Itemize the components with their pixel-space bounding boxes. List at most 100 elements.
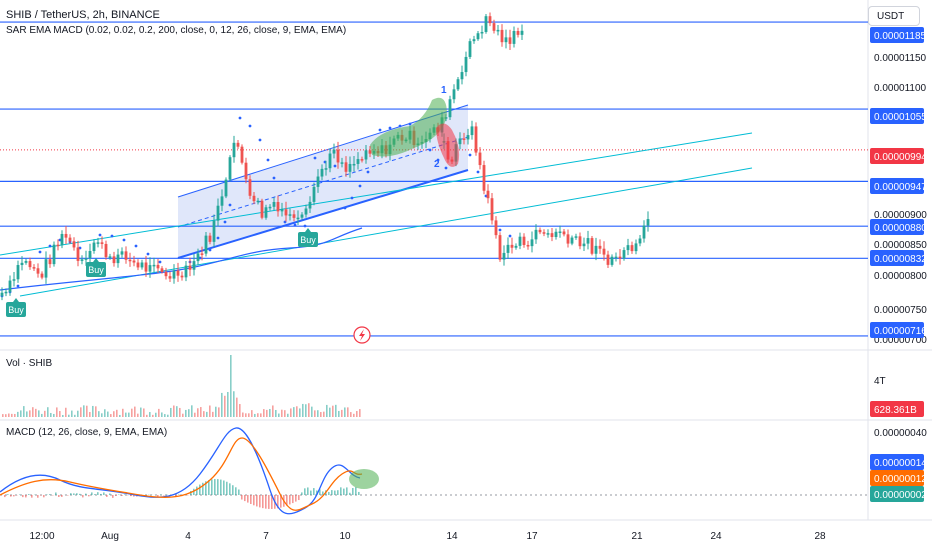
- volume-bar: [191, 405, 193, 417]
- volume-bar: [125, 412, 127, 417]
- macd-histogram-bar: [280, 495, 282, 508]
- candle-body: [642, 225, 646, 239]
- candle-body: [160, 268, 164, 272]
- time-axis-label: 10: [339, 531, 351, 542]
- green-highlight-marker: [370, 97, 447, 157]
- macd-histogram-bar: [70, 493, 72, 495]
- volume-axis-label: 4T: [874, 376, 886, 387]
- candle-body: [458, 138, 462, 145]
- macd-histogram-bar: [79, 493, 81, 495]
- candle-body: [116, 254, 120, 264]
- volume-bar: [71, 410, 73, 417]
- time-axis-label: 12:00: [29, 531, 54, 542]
- macd-histogram-bar: [88, 495, 90, 497]
- volume-title[interactable]: Vol · SHIB: [6, 358, 53, 369]
- volume-bar: [272, 405, 274, 417]
- flash-icon-glyph: [359, 329, 365, 341]
- volume-bar: [92, 405, 94, 417]
- volume-bar: [290, 408, 292, 417]
- macd-title[interactable]: MACD (12, 26, close, 9, EMA, EMA): [6, 427, 168, 438]
- macd-histogram-bar: [97, 492, 99, 495]
- candle-body: [44, 259, 48, 278]
- candle-body: [482, 165, 486, 191]
- candle-body: [484, 16, 488, 32]
- macd-histogram-bar: [334, 490, 336, 495]
- buy-label: Buy: [88, 265, 104, 275]
- candle-body: [80, 259, 84, 261]
- currency-selector[interactable]: USDT: [868, 6, 920, 26]
- candle-body: [606, 254, 610, 265]
- macd-histogram-bar: [304, 488, 306, 495]
- macd-histogram-bar: [58, 495, 60, 497]
- macd-histogram-bar: [352, 488, 354, 495]
- macd-histogram-bar: [175, 495, 177, 497]
- macd-histogram-bar: [196, 486, 198, 495]
- macd-histogram-bar: [328, 491, 330, 495]
- macd-histogram-bar: [85, 493, 87, 495]
- volume-bar: [185, 409, 187, 417]
- candle-body: [464, 56, 468, 73]
- volume-bar: [257, 413, 259, 417]
- macd-histogram-bar: [337, 490, 339, 495]
- volume-bar: [242, 412, 244, 417]
- candle-body: [268, 206, 272, 209]
- candle-body: [96, 242, 100, 244]
- time-axis[interactable]: 12:00 Aug 4 7 10 14 17 21 24 28: [29, 531, 826, 542]
- candle-body: [518, 236, 522, 246]
- macd-green-highlight: [349, 469, 379, 489]
- macd-histogram-bar: [313, 488, 315, 495]
- signal-line: [0, 437, 363, 511]
- volume-bars: [2, 355, 361, 417]
- sar-dot: [476, 170, 480, 174]
- macd-histogram-bar: [232, 485, 234, 495]
- volume-bar: [275, 409, 277, 417]
- volume-bar: [296, 406, 298, 417]
- buy-signal-arrow: [13, 298, 19, 302]
- macd-histogram-bar: [268, 495, 270, 509]
- candle-body: [8, 280, 12, 292]
- volume-bar: [98, 411, 100, 417]
- sar-dot: [208, 248, 212, 252]
- indicator-legend[interactable]: SAR EMA MACD (0.02, 0.02, 0.2, 200, clos…: [6, 25, 347, 36]
- macd-histogram-bar: [271, 495, 273, 509]
- macd-histogram-bar: [4, 495, 6, 498]
- candle-body: [554, 231, 558, 238]
- macd-histogram-bar: [217, 479, 219, 495]
- candle-body: [510, 244, 514, 248]
- candle-body: [136, 262, 140, 268]
- price-axis-label: 0.00000700: [874, 335, 927, 346]
- macd-histogram-bar: [43, 495, 45, 498]
- volume-bar: [284, 410, 286, 417]
- volume-bar: [281, 409, 283, 417]
- macd-histogram-bar: [13, 495, 15, 497]
- candle-body: [646, 219, 650, 226]
- volume-bar: [17, 411, 19, 417]
- sar-dot: [258, 138, 262, 142]
- candle-body: [292, 214, 296, 218]
- volume-bar: [83, 405, 85, 417]
- volume-bar: [95, 406, 97, 417]
- sar-dot: [350, 196, 354, 200]
- volume-bar: [137, 413, 139, 417]
- volume-bar: [173, 405, 175, 417]
- candle-body: [52, 244, 56, 265]
- macd-histogram-bar: [226, 481, 228, 495]
- candle-body: [462, 138, 466, 140]
- candle-body: [112, 256, 116, 264]
- candle-body: [598, 245, 602, 249]
- sar-dot: [248, 124, 252, 128]
- volume-bar: [62, 414, 64, 417]
- price-axis[interactable]: 0.00001150 0.00001100 0.00000900 0.00000850…: [870, 27, 927, 502]
- candle-body: [546, 233, 550, 235]
- macd-histogram-bar: [307, 487, 309, 495]
- candle-body: [328, 153, 332, 169]
- symbol-title[interactable]: SHIB / TetherUS, 2h, BINANCE: [6, 9, 160, 21]
- candle-body: [16, 265, 20, 280]
- candle-body: [236, 142, 240, 147]
- volume-bar: [266, 409, 268, 417]
- volume-bar: [350, 412, 352, 417]
- candle-body: [128, 259, 132, 262]
- candle-body: [506, 244, 510, 253]
- horizontal-levels[interactable]: [0, 21, 868, 337]
